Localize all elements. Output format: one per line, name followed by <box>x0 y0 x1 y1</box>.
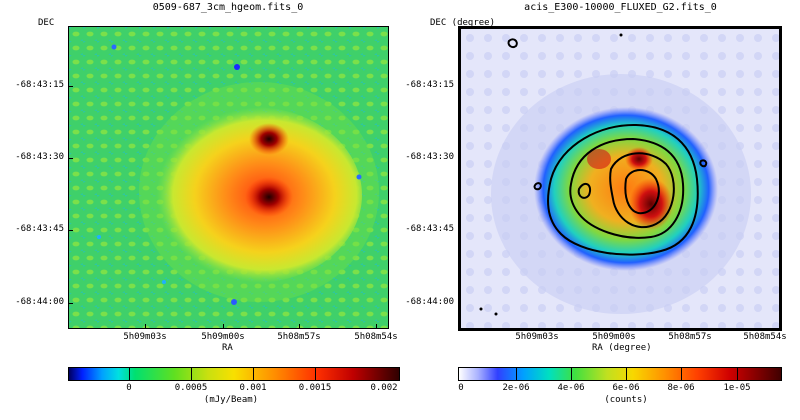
left-colorbar <box>68 367 400 381</box>
right-cbar-unit: (counts) <box>604 395 648 405</box>
right-y-tick-2: -68:43:30 <box>405 152 454 162</box>
left-x-axis-label: RA <box>222 343 233 353</box>
right-cbar-label-1: 0 <box>458 383 464 393</box>
left-cbar-label-4: 0.0015 <box>298 383 332 393</box>
right-x-axis-label: RA (degree) <box>592 343 652 353</box>
right-cbar-label-6: 1e-05 <box>723 383 751 393</box>
right-y-tick-4: -68:44:00 <box>405 297 454 307</box>
left-x-tick-1: 5h09m03s <box>123 332 167 342</box>
right-y-axis-label: DEC (degree) <box>430 18 496 28</box>
left-panel-title: 0509-687_3cm_hgeom.fits_0 <box>152 2 304 13</box>
left-y-tick-3: -68:43:45 <box>15 224 64 234</box>
right-y-tick-1: -68:43:15 <box>405 80 454 90</box>
right-x-tick-2: 5h09m00s <box>592 332 636 342</box>
right-cbar-label-3: 4e-06 <box>557 383 585 393</box>
left-x-tick-3: 5h08m57s <box>277 332 321 342</box>
right-panel-title: acis_E300-10000_FLUXED_G2.fits_0 <box>524 2 717 13</box>
left-y-axis-label: DEC <box>38 18 55 28</box>
xray-counts-map <box>461 29 779 328</box>
left-cbar-label-5: 0.002 <box>370 383 398 393</box>
right-cbar-label-5: 8e-06 <box>667 383 695 393</box>
left-x-tick-4: 5h08m54s <box>354 332 398 342</box>
left-cbar-label-1: 0 <box>126 383 132 393</box>
right-cbar-label-4: 6e-06 <box>612 383 640 393</box>
left-y-tick-4: -68:44:00 <box>15 297 64 307</box>
right-xray-image[interactable] <box>458 26 782 331</box>
left-y-tick-1: -68:43:15 <box>15 80 64 90</box>
left-cbar-label-3: 0.001 <box>239 383 267 393</box>
right-x-tick-4: 5h08m54s <box>743 332 787 342</box>
right-x-tick-3: 5h08m57s <box>668 332 712 342</box>
left-y-tick-2: -68:43:30 <box>15 152 64 162</box>
left-x-tick-2: 5h09m00s <box>201 332 245 342</box>
right-cbar-label-2: 2e-06 <box>502 383 530 393</box>
left-cbar-unit: (mJy/Beam) <box>203 395 259 405</box>
right-x-tick-1: 5h09m03s <box>515 332 559 342</box>
contour-lines <box>507 38 708 256</box>
left-cbar-label-2: 0.0005 <box>174 383 208 393</box>
radio-intensity-map <box>69 27 388 328</box>
right-y-tick-3: -68:43:45 <box>405 224 454 234</box>
right-colorbar <box>458 367 782 381</box>
left-radio-image[interactable] <box>68 26 389 329</box>
